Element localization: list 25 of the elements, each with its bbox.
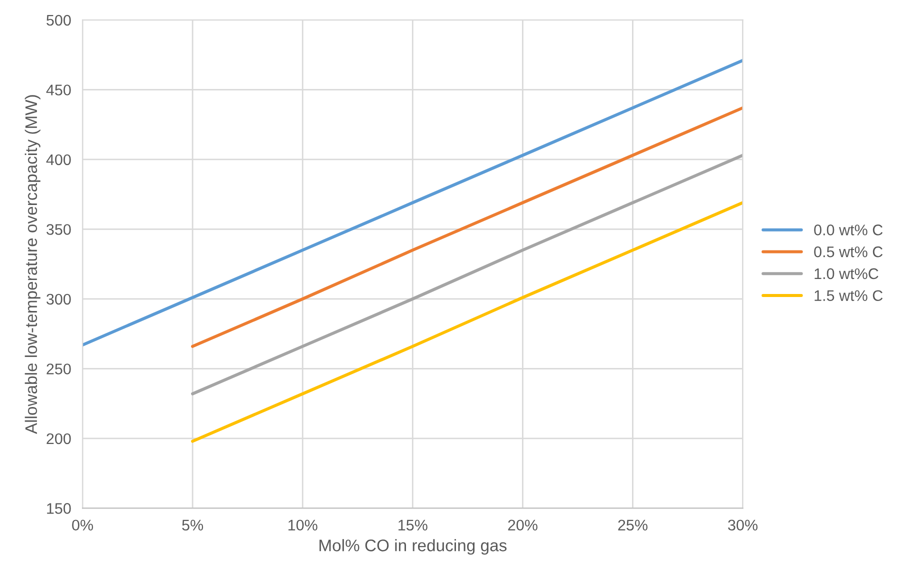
x-tick-label: 0% <box>72 520 94 531</box>
legend-label: 1.5 wt% C <box>814 290 883 302</box>
line-series <box>191 154 743 396</box>
y-tick-label: 150 <box>47 503 71 514</box>
x-tick-label: 10% <box>288 520 318 531</box>
y-tick-label: 500 <box>46 14 71 26</box>
legend-label: 0.5 wt% C <box>814 246 883 258</box>
x-tick-label: 30% <box>728 520 758 531</box>
x-tick-label: 5% <box>182 520 204 531</box>
line-series <box>191 201 743 443</box>
y-tick-label: 300 <box>46 294 71 305</box>
line-series <box>191 106 743 348</box>
y-tick-label: 200 <box>46 433 71 444</box>
y-axis-title: Allowable low-temperature overcapacity (MW) <box>24 95 40 434</box>
x-tick-label: 20% <box>508 520 538 531</box>
x-axis-title: Mol% CO in reducing gas <box>320 539 507 555</box>
x-tick-label: 15% <box>398 520 428 531</box>
x-tick-label: 25% <box>618 520 648 531</box>
line-series <box>82 58 743 347</box>
y-tick-label: 250 <box>46 364 71 374</box>
y-tick-label: 350 <box>46 224 71 235</box>
legend-label: 1.0 wt%C <box>814 268 878 280</box>
legend-label: 0.0 wt% C <box>814 224 883 236</box>
y-tick-label: 400 <box>46 154 71 166</box>
y-tick-label: 450 <box>46 84 71 96</box>
